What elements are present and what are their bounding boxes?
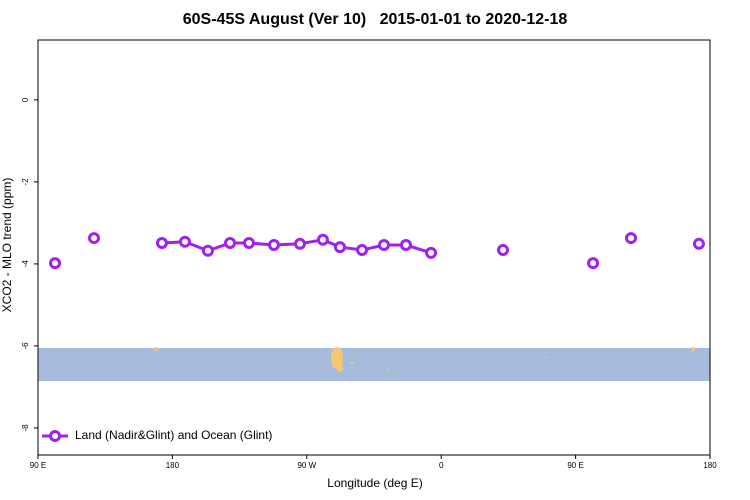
point — [497, 243, 510, 256]
y-tick-label: -4 — [21, 260, 30, 268]
map-band — [38, 348, 710, 381]
point — [293, 237, 306, 250]
point — [201, 244, 214, 257]
x-axis-label: Longitude (deg E) — [327, 476, 422, 490]
point — [625, 232, 638, 245]
legend-label: Land (Nadir&Glint) and Ocean (Glint) — [75, 428, 272, 442]
point — [49, 257, 62, 270]
point — [378, 239, 391, 252]
point — [88, 232, 100, 245]
point — [178, 235, 191, 248]
point — [692, 237, 705, 250]
point — [425, 246, 438, 259]
point — [399, 239, 412, 252]
x-tick-label: 90 E — [30, 461, 46, 470]
point — [243, 236, 256, 249]
point — [224, 236, 237, 249]
x-tick-label: 0 — [439, 461, 444, 470]
point — [356, 243, 369, 256]
chart-title: 60S-45S August (Ver 10) 2015-01-01 to 20… — [183, 11, 568, 28]
point — [267, 239, 280, 252]
y-tick-label: -2 — [21, 178, 30, 186]
x-tick-label: 180 — [166, 461, 180, 470]
y-axis-label: XCO2 - MLO trend (ppm) — [0, 178, 14, 313]
x-tick-label: 180 — [703, 461, 717, 470]
x-tick-label: 90 E — [567, 461, 583, 470]
y-tick-label: -8 — [21, 424, 30, 432]
x-tick-label: 90 W — [297, 461, 316, 470]
point — [587, 257, 600, 270]
point — [316, 233, 329, 246]
plot-frame — [37, 39, 711, 456]
land-patches — [154, 347, 695, 372]
y-tick-label: 0 — [21, 97, 30, 102]
y-tick-label: -6 — [21, 342, 30, 350]
point — [155, 236, 168, 249]
point — [333, 241, 346, 254]
legend-marker — [49, 430, 61, 442]
